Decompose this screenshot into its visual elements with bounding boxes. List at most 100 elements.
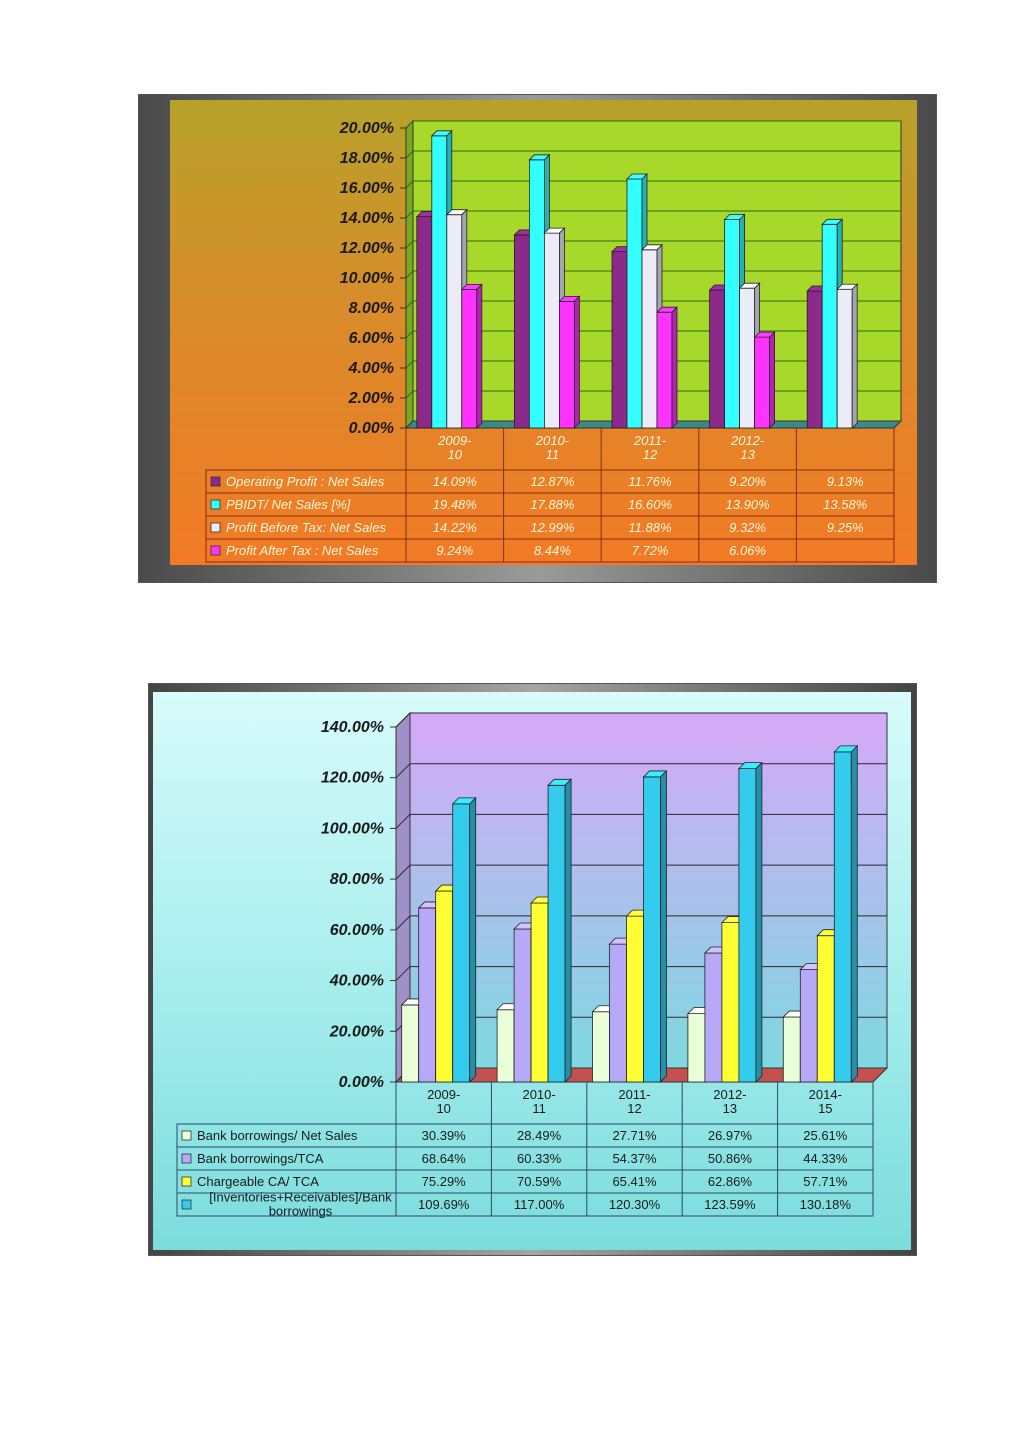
bar-front	[754, 336, 770, 429]
bar-side	[769, 331, 775, 429]
data-label: 19.48%	[433, 497, 477, 512]
data-label: 25.61%	[803, 1128, 848, 1143]
bar-front	[452, 803, 471, 1083]
data-label: 54.37%	[612, 1151, 657, 1166]
bar-front	[836, 288, 853, 429]
bar-front	[513, 234, 530, 429]
y-tick-label: 6.00%	[349, 330, 394, 347]
bar-side	[564, 778, 572, 1083]
bar-front	[528, 159, 545, 429]
category-label: 2009-10	[437, 433, 472, 462]
gridline	[395, 763, 887, 779]
data-label: 11.88%	[628, 520, 671, 535]
bar-side	[660, 769, 667, 1083]
bar-front	[446, 214, 463, 429]
series-name: [Inventories+Receivables]/Bank borrowings	[209, 1190, 392, 1219]
legend-key	[181, 1176, 192, 1187]
y-tick-label: 40.00%	[329, 973, 384, 990]
bar	[460, 283, 483, 429]
bar-front	[626, 178, 643, 429]
y-tick-label: 16.00%	[340, 180, 394, 197]
bar	[836, 283, 859, 429]
y-tick-label: 14.00%	[340, 210, 394, 227]
y-tick-label: 18.00%	[340, 150, 394, 167]
data-label: 57.71%	[803, 1174, 848, 1189]
category-label: 2009-10	[427, 1087, 460, 1116]
bar-front	[656, 311, 673, 429]
data-label: 11.76%	[628, 474, 671, 489]
bar-front	[401, 1004, 420, 1083]
chart2-frame: 0.00% 20.00% 40.00% 60.00% 80.00% 100.00% 120.…	[148, 683, 917, 1256]
data-label: 68.64%	[422, 1151, 467, 1166]
gridline	[395, 712, 887, 728]
bar-front	[461, 288, 478, 429]
data-label: 6.06%	[729, 543, 766, 558]
data-label: 13.58%	[823, 497, 867, 512]
data-label: 9.32%	[729, 520, 766, 535]
chart2-svg: 0.00% 20.00% 40.00% 60.00% 80.00% 100.00% 120.…	[176, 711, 889, 1219]
data-label: 60.33%	[517, 1151, 562, 1166]
data-table: 2009-10 2010-11 2011-12 2012-13 2014-15 Bank …	[176, 1082, 874, 1219]
gridline	[405, 120, 901, 129]
data-label: 28.49%	[517, 1128, 562, 1143]
category-label: 2014-15	[809, 1087, 842, 1116]
bar-front	[738, 768, 757, 1083]
category-label: 2012-13	[730, 433, 765, 462]
bar-front	[721, 922, 740, 1083]
bar-front	[435, 890, 454, 1083]
bar-side	[755, 761, 763, 1083]
chart1-area: 0.00% 2.00% 4.00% 6.00% 8.00% 10.00% 12.00% 14.…	[170, 100, 917, 565]
gridline	[405, 180, 901, 189]
bar-side	[573, 295, 580, 429]
bar	[656, 306, 678, 429]
data-label: 9.20%	[729, 474, 766, 489]
bar-front	[611, 251, 628, 429]
bar-front	[543, 232, 560, 429]
bar-front	[558, 300, 575, 429]
bar-side	[671, 306, 678, 429]
series-name: Profit Before Tax: Net Sales	[226, 520, 386, 535]
bar	[547, 778, 573, 1083]
bar-front	[643, 776, 661, 1083]
bar-front	[416, 216, 433, 429]
y-tick-label: 0.00%	[339, 1074, 384, 1091]
chart2-area: 0.00% 20.00% 40.00% 60.00% 80.00% 100.00% 120.…	[153, 692, 911, 1250]
data-label: 62.86%	[708, 1174, 753, 1189]
bar-front	[704, 952, 723, 1083]
data-label: 120.30%	[609, 1197, 661, 1212]
y-tick-label: 60.00%	[330, 922, 384, 939]
gridline	[395, 864, 887, 880]
legend-key	[181, 1130, 192, 1141]
bar-side	[476, 283, 483, 429]
y-tick-label: 100.00%	[321, 820, 384, 837]
data-label: 14.09%	[433, 474, 477, 489]
bar-front	[547, 784, 566, 1083]
data-label: 16.60%	[628, 497, 672, 512]
legend-key	[210, 476, 221, 487]
bar-side	[851, 283, 858, 429]
bar-side	[469, 796, 477, 1083]
series-name: Bank borrowings/ Net Sales	[197, 1128, 358, 1143]
series-name: Bank borrowings/TCA	[197, 1151, 324, 1166]
category-label: 2012-13	[713, 1087, 746, 1116]
data-label: 8.44%	[534, 543, 571, 558]
bar-front	[806, 290, 823, 429]
data-label: 70.59%	[517, 1174, 562, 1189]
bar	[642, 769, 668, 1083]
data-label: 65.41%	[612, 1174, 657, 1189]
bar-front	[496, 1009, 515, 1083]
bar-front	[799, 969, 818, 1083]
data-label: 130.18%	[800, 1197, 852, 1212]
data-label: 30.39%	[422, 1128, 467, 1143]
data-label: 123.59%	[704, 1197, 756, 1212]
bar-front	[816, 935, 835, 1083]
gridline	[395, 915, 887, 931]
y-tick-label: 80.00%	[330, 871, 384, 888]
data-label: 75.29%	[422, 1174, 467, 1189]
bar-side	[850, 744, 858, 1083]
series-name: Profit After Tax : Net Sales	[226, 543, 379, 558]
data-label: 7.72%	[632, 543, 669, 558]
category-label: 2011-12	[618, 1087, 650, 1116]
legend-key	[181, 1153, 192, 1164]
category-label: 2010-11	[522, 1087, 555, 1116]
